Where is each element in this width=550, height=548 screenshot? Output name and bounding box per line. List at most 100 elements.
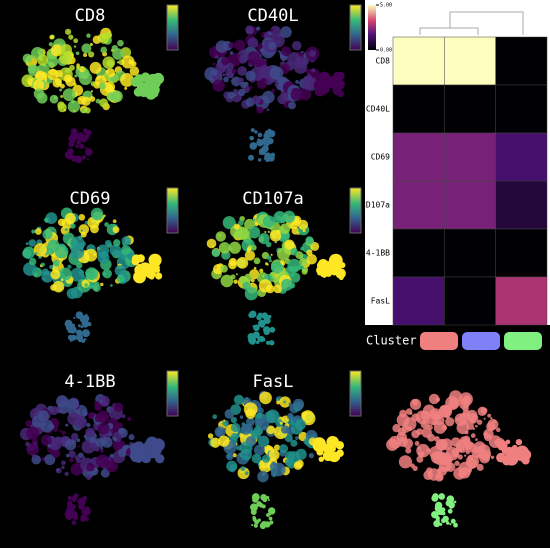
point	[31, 229, 36, 234]
point	[34, 228, 42, 235]
point	[92, 283, 101, 292]
point	[414, 441, 420, 446]
point	[257, 418, 270, 430]
point	[100, 446, 104, 450]
legend-swatch	[462, 332, 500, 350]
point	[280, 278, 293, 291]
point	[73, 82, 77, 86]
point	[84, 107, 91, 114]
point	[259, 268, 264, 273]
point	[258, 319, 266, 328]
embedding	[207, 390, 344, 530]
point	[283, 400, 287, 404]
point	[35, 252, 38, 255]
point	[59, 429, 62, 433]
point	[86, 474, 92, 480]
point	[66, 442, 69, 445]
point	[440, 438, 453, 451]
point	[441, 518, 446, 524]
point	[268, 449, 280, 461]
point	[233, 279, 238, 284]
point	[64, 212, 76, 224]
point	[215, 40, 229, 53]
point	[250, 128, 255, 132]
point	[235, 273, 238, 276]
point	[41, 457, 46, 462]
point	[447, 508, 453, 514]
point	[274, 241, 277, 244]
point	[85, 134, 90, 139]
point	[418, 450, 425, 458]
point	[454, 460, 460, 466]
point	[271, 88, 276, 93]
point	[68, 508, 76, 516]
point	[253, 504, 257, 508]
point	[141, 453, 152, 464]
point	[150, 78, 161, 89]
point	[268, 41, 277, 50]
point	[104, 222, 109, 227]
legend-title: Cluster	[366, 334, 417, 348]
embedding	[386, 390, 532, 528]
point	[266, 425, 276, 435]
point	[230, 416, 238, 424]
point	[293, 461, 303, 470]
point	[74, 454, 81, 461]
point	[71, 520, 77, 526]
point	[50, 269, 61, 280]
point	[81, 509, 86, 515]
point	[81, 319, 90, 328]
point	[466, 422, 474, 430]
point	[270, 25, 281, 36]
point	[259, 391, 272, 405]
point	[427, 433, 436, 442]
colorbar	[166, 187, 179, 234]
point	[70, 223, 76, 229]
point	[88, 462, 92, 466]
point	[65, 423, 69, 427]
point	[109, 453, 115, 459]
point	[23, 262, 37, 276]
point	[475, 438, 478, 441]
point	[245, 70, 256, 82]
point	[117, 448, 127, 458]
point	[276, 397, 280, 402]
point	[81, 410, 88, 417]
point	[233, 93, 237, 97]
point	[476, 463, 484, 472]
point	[212, 264, 224, 275]
point	[284, 457, 294, 467]
point	[331, 259, 338, 266]
point	[85, 427, 96, 438]
point	[83, 338, 87, 341]
dendrogram	[419, 11, 524, 35]
point	[247, 37, 259, 49]
point	[303, 438, 310, 445]
point	[50, 44, 63, 57]
point	[112, 226, 120, 234]
point	[111, 44, 118, 52]
point	[111, 90, 123, 103]
colorbar-label: 5.00	[380, 3, 392, 9]
point	[264, 58, 267, 61]
point	[22, 249, 32, 259]
point	[277, 94, 288, 105]
point	[218, 242, 231, 254]
point	[262, 497, 268, 503]
point	[312, 439, 325, 452]
point	[73, 45, 77, 48]
point	[32, 79, 45, 91]
point	[111, 432, 122, 443]
point	[78, 503, 85, 510]
point	[70, 463, 84, 476]
point	[100, 468, 110, 478]
point	[405, 447, 412, 454]
point	[99, 448, 104, 453]
point	[99, 399, 103, 403]
point	[435, 397, 441, 402]
point	[70, 128, 78, 135]
point	[279, 223, 291, 235]
point	[274, 82, 279, 87]
point	[81, 144, 85, 149]
panel-title: CD40L	[247, 6, 298, 26]
